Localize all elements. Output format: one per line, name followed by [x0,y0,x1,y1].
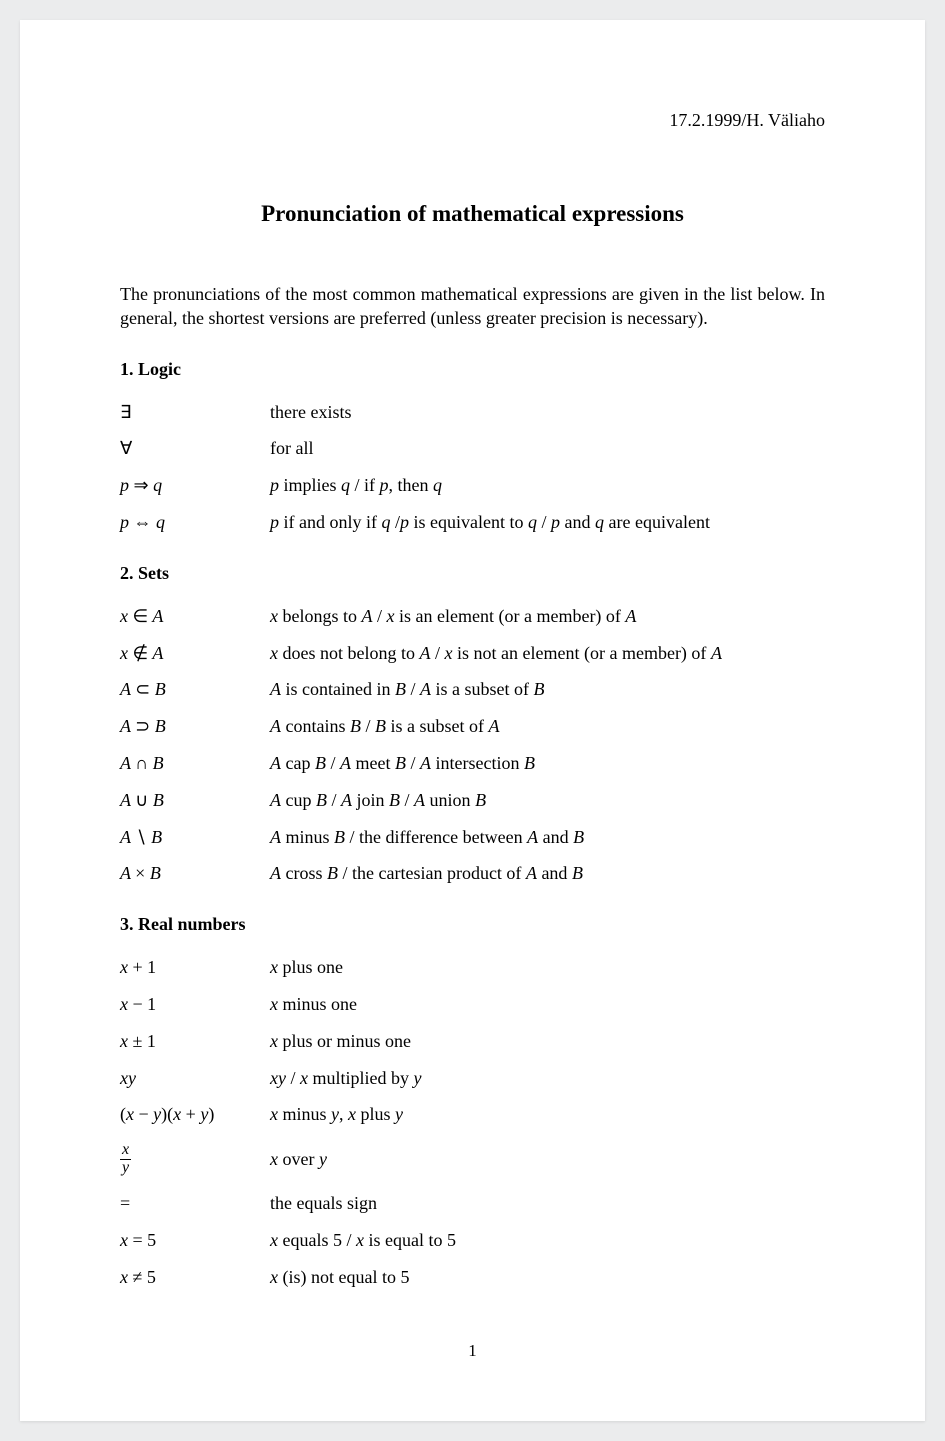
expression-cell: A ⊃ B [120,712,270,741]
description-cell: x does not belong to A / x is not an ele… [270,639,825,668]
description-cell: xy / x multiplied by y [270,1064,825,1093]
entry-row: xyx over y [120,1133,825,1185]
description-cell: A contains B / B is a subset of A [270,712,825,741]
entry-row: x + 1x plus one [120,949,825,986]
description-cell: A cap B / A meet B / A intersection B [270,749,825,778]
expression-cell: p ⇒ q [120,471,270,500]
entry-row: (x − y)(x + y)x minus y, x plus y [120,1096,825,1133]
entry-row: x = 5x equals 5 / x is equal to 5 [120,1222,825,1259]
entry-row: ∃there exists [120,394,825,431]
expression-cell: ∃ [120,398,270,427]
entry-row: A ∩ BA cap B / A meet B / A intersection… [120,745,825,782]
description-cell: A cross B / the cartesian product of A a… [270,859,825,888]
expression-cell: A ∪ B [120,786,270,815]
expression-cell: (x − y)(x + y) [120,1100,270,1129]
description-cell: x belongs to A / x is an element (or a m… [270,602,825,631]
description-cell: p if and only if q /p is equivalent to q… [270,508,825,537]
description-cell: x equals 5 / x is equal to 5 [270,1226,825,1255]
description-cell: A is contained in B / A is a subset of B [270,675,825,704]
description-cell: x over y [270,1145,825,1174]
description-cell: for all [270,434,825,463]
expression-cell: x ≠ 5 [120,1263,270,1292]
entry-row: A ∪ BA cup B / A join B / A union B [120,782,825,819]
section-heading: 2. Sets [120,563,825,584]
entry-row: xyxy / x multiplied by y [120,1060,825,1097]
expression-cell: p ⇔ q [120,508,270,537]
section-heading: 3. Real numbers [120,914,825,935]
intro-paragraph: The pronunciations of the most common ma… [120,282,825,331]
description-cell: there exists [270,398,825,427]
expression-cell: A ⊂ B [120,675,270,704]
entry-row: p ⇒ qp implies q / if p, then q [120,467,825,504]
expression-cell: = [120,1189,270,1218]
expression-cell: x ∉ A [120,639,270,668]
description-cell: x minus one [270,990,825,1019]
description-cell: A minus B / the difference between A and… [270,823,825,852]
description-cell: A cup B / A join B / A union B [270,786,825,815]
expression-cell: x + 1 [120,953,270,982]
entry-row: A ⊃ BA contains B / B is a subset of A [120,708,825,745]
entry-row: x ∈ Ax belongs to A / x is an element (o… [120,598,825,635]
description-cell: x minus y, x plus y [270,1100,825,1129]
expression-cell: xy [120,1142,270,1177]
section-heading: 1. Logic [120,359,825,380]
entry-row: A ⊂ BA is contained in B / A is a subset… [120,671,825,708]
entry-row: x ∉ Ax does not belong to A / x is not a… [120,635,825,672]
description-cell: x plus one [270,953,825,982]
description-cell: x (is) not equal to 5 [270,1263,825,1292]
entry-row: x ≠ 5x (is) not equal to 5 [120,1259,825,1296]
document-page: 17.2.1999/H. Väliaho Pronunciation of ma… [20,20,925,1421]
expression-cell: xy [120,1064,270,1093]
description-cell: the equals sign [270,1189,825,1218]
expression-cell: A × B [120,859,270,888]
entry-row: x − 1x minus one [120,986,825,1023]
expression-cell: x = 5 [120,1226,270,1255]
entry-row: A ∖ BA minus B / the difference between … [120,819,825,856]
sections-container: 1. Logic∃there exists∀for allp ⇒ qp impl… [120,359,825,1296]
entry-row: A × BA cross B / the cartesian product o… [120,855,825,892]
entry-row: p ⇔ qp if and only if q /p is equivalent… [120,504,825,541]
page-title: Pronunciation of mathematical expression… [120,201,825,227]
description-cell: p implies q / if p, then q [270,471,825,500]
expression-cell: A ∩ B [120,749,270,778]
expression-cell: x ∈ A [120,602,270,631]
expression-cell: ∀ [120,434,270,463]
header-date-author: 17.2.1999/H. Väliaho [120,110,825,131]
entry-row: =the equals sign [120,1185,825,1222]
entry-row: ∀for all [120,430,825,467]
page-number: 1 [120,1341,825,1361]
entry-row: x ± 1x plus or minus one [120,1023,825,1060]
expression-cell: x − 1 [120,990,270,1019]
expression-cell: A ∖ B [120,823,270,852]
description-cell: x plus or minus one [270,1027,825,1056]
expression-cell: x ± 1 [120,1027,270,1056]
